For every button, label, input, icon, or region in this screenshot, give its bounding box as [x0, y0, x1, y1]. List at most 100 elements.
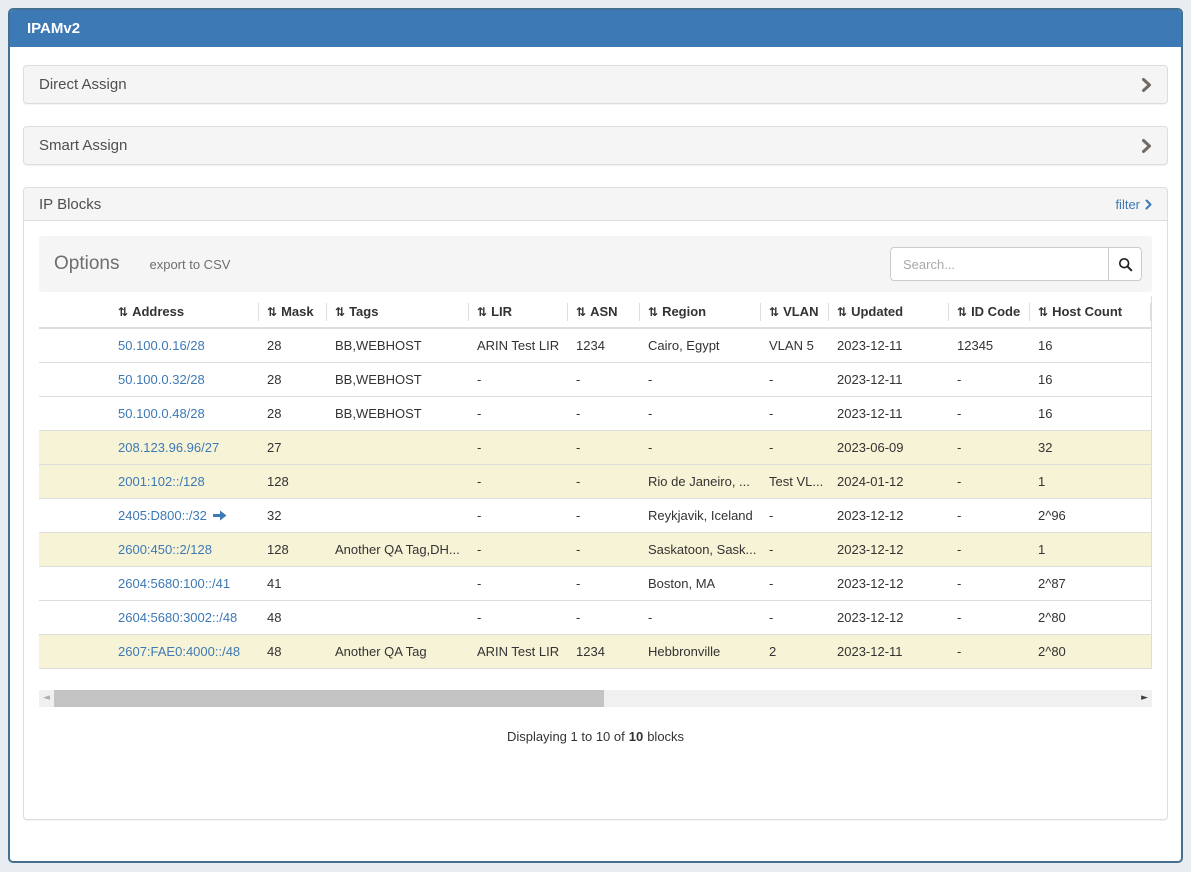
address-link[interactable]: 2405:D800::/32 — [118, 507, 207, 523]
cell-region: - — [640, 395, 761, 430]
cell-host-count: 2^80 — [1030, 599, 1152, 634]
cell-vlan: - — [761, 395, 829, 430]
sort-icon: ⇅ — [118, 305, 129, 319]
page-content: Direct Assign Smart Assign IP Blocks fil… — [10, 47, 1181, 833]
cell-address: 50.100.0.32/28 — [110, 361, 259, 396]
panel-direct-assign[interactable]: Direct Assign — [23, 65, 1168, 104]
address-link[interactable]: 50.100.0.32/28 — [118, 371, 205, 387]
pagination-status: Displaying 1 to 10 of 10 blocks — [39, 729, 1152, 744]
table-row: 50.100.0.32/28 28 BB,WEBHOST - - - - 202… — [39, 361, 1152, 396]
table-row: 2405:D800::/32 32 - - Reykjavik, Iceland… — [39, 497, 1152, 532]
sort-icon: ⇅ — [648, 305, 659, 319]
address-link[interactable]: 50.100.0.16/28 — [118, 337, 205, 353]
cell-address: 2607:FAE0:4000::/48 — [110, 633, 259, 669]
sort-icon: ⇅ — [335, 305, 346, 319]
address-link[interactable]: 2604:5680:100::/41 — [118, 575, 231, 591]
scroll-left-arrow-icon[interactable]: ◄ — [43, 692, 50, 703]
cell-updated: 2023-12-12 — [829, 497, 949, 532]
sort-icon: ⇅ — [769, 305, 780, 319]
header-vlan[interactable]: ⇅ VLAN — [761, 296, 829, 329]
options-toolbar: Options export to CSV — [39, 236, 1152, 292]
cell-id-code: - — [949, 463, 1030, 498]
cell-mask: 28 — [259, 395, 327, 430]
cell-vlan: - — [761, 429, 829, 464]
cell-asn: - — [568, 497, 640, 532]
pagination-suffix: blocks — [647, 728, 685, 744]
cell-updated: 2024-01-12 — [829, 463, 949, 498]
cell-region: Saskatoon, Sask... — [640, 531, 761, 566]
scrollbar-thumb[interactable] — [54, 689, 604, 707]
cell-asn: - — [568, 429, 640, 464]
header-updated[interactable]: ⇅ Updated — [829, 296, 949, 329]
cell-host-count: 1 — [1030, 463, 1152, 498]
cell-mask: 41 — [259, 565, 327, 600]
cell-updated: 2023-12-11 — [829, 395, 949, 430]
cell-vlan: 2 — [761, 633, 829, 669]
panel-smart-assign[interactable]: Smart Assign — [23, 126, 1168, 165]
cell-tags: Another QA Tag,DH... — [327, 531, 469, 566]
cell-lir: ARIN Test LIR — [469, 327, 568, 362]
address-link[interactable]: 2600:450::2/128 — [118, 541, 212, 557]
header-tags[interactable]: ⇅ Tags — [327, 296, 469, 329]
header-asn[interactable]: ⇅ ASN — [568, 296, 640, 329]
cell-id-code: - — [949, 497, 1030, 532]
cell-vlan: - — [761, 565, 829, 600]
cell-updated: 2023-12-12 — [829, 599, 949, 634]
address-link[interactable]: 50.100.0.48/28 — [118, 405, 205, 421]
chevron-right-icon — [1145, 199, 1152, 209]
cell-lir: - — [469, 497, 568, 532]
address-link[interactable]: 2001:102::/128 — [118, 473, 205, 489]
cell-tags — [327, 565, 469, 600]
header-region[interactable]: ⇅ Region — [640, 296, 761, 329]
cell-id-code: - — [949, 429, 1030, 464]
address-link[interactable]: 208.123.96.96/27 — [118, 439, 220, 455]
cell-vlan: - — [761, 361, 829, 396]
direct-assign-title: Direct Assign — [39, 76, 127, 93]
arrow-right-icon[interactable] — [212, 510, 227, 521]
header-mask[interactable]: ⇅ Mask — [259, 296, 327, 329]
cell-updated: 2023-12-11 — [829, 633, 949, 669]
header-lir[interactable]: ⇅ LIR — [469, 296, 568, 329]
cell-updated: 2023-12-12 — [829, 565, 949, 600]
chevron-right-icon — [1142, 77, 1151, 92]
cell-id-code: - — [949, 633, 1030, 669]
search-input[interactable] — [890, 247, 1108, 281]
address-link[interactable]: 2607:FAE0:4000::/48 — [118, 643, 241, 659]
address-link[interactable]: 2604:5680:3002::/48 — [118, 609, 238, 625]
cell-host-count: 32 — [1030, 429, 1152, 464]
cell-tags — [327, 497, 469, 532]
header-host-count[interactable]: ⇅ Host Count — [1030, 296, 1152, 329]
cell-host-count: 16 — [1030, 395, 1152, 430]
export-csv-link[interactable]: export to CSV — [149, 256, 231, 272]
sort-icon: ⇅ — [957, 305, 968, 319]
pagination-total: 10 — [628, 728, 644, 744]
cell-region: Rio de Janeiro, ... — [640, 463, 761, 498]
header-address[interactable]: ⇅ Address — [110, 296, 259, 329]
cell-mask: 48 — [259, 633, 327, 669]
cell-asn: - — [568, 395, 640, 430]
cell-address: 50.100.0.16/28 — [110, 327, 259, 362]
header-id-code[interactable]: ⇅ ID Code — [949, 296, 1030, 329]
cell-updated: 2023-12-12 — [829, 531, 949, 566]
search-button[interactable] — [1108, 247, 1142, 281]
cell-region: Hebbronville — [640, 633, 761, 669]
cell-address: 2604:5680:100::/41 — [110, 565, 259, 600]
cell-id-code: - — [949, 395, 1030, 430]
cell-lir: ARIN Test LIR — [469, 633, 568, 669]
smart-assign-title: Smart Assign — [39, 137, 128, 154]
cell-id-code: - — [949, 531, 1030, 566]
cell-id-code: - — [949, 361, 1030, 396]
horizontal-scrollbar[interactable]: ◄ ► — [39, 689, 1152, 707]
cell-tags: BB,WEBHOST — [327, 395, 469, 430]
cell-tags — [327, 463, 469, 498]
cell-updated: 2023-06-09 — [829, 429, 949, 464]
table-header-row: ⇅ Address ⇅ Mask ⇅ Tags ⇅ LIR ⇅ ASN ⇅ Region ⇅… — [39, 296, 1152, 329]
scroll-right-arrow-icon[interactable]: ► — [1141, 692, 1148, 703]
cell-tags — [327, 429, 469, 464]
cell-lir: - — [469, 531, 568, 566]
cell-mask: 128 — [259, 531, 327, 566]
cell-host-count: 16 — [1030, 327, 1152, 362]
ip-blocks-header: IP Blocks filter — [24, 188, 1167, 221]
cell-asn: - — [568, 531, 640, 566]
filter-link[interactable]: filter — [1115, 197, 1152, 212]
